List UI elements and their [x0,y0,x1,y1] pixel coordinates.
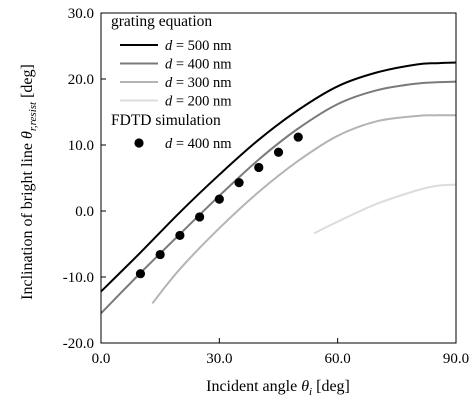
series-layer [100,61,457,315]
legend-marker-swatch [134,138,144,148]
legend-scatter-entry: d = 400 nm [134,136,232,152]
y-tick-label: 30.0 [68,6,94,22]
series-line-d-400nm [100,80,457,315]
fdtd-data-point [234,178,244,188]
legend-group-title-grating: grating equation [111,13,212,30]
series-line-d-200nm [313,183,457,235]
legend-line-label: d = 300 nm [165,75,232,91]
fdtd-data-point [155,249,165,260]
y-tick-label: 10.0 [68,138,94,154]
x-tick-label: 90.0 [443,351,469,367]
x-tick-label: 30.0 [206,351,232,367]
y-axis-title: Inclination of bright line θr,resist [de… [19,64,39,300]
fdtd-data-point [135,269,146,279]
series-line-d-300nm [151,114,457,305]
legend-line-entries: d = 500 nm d = 400 nm d = 300 nm d = 200 nm [120,38,232,110]
y-tick-label: -10.0 [63,270,94,286]
fdtd-data-point [293,132,303,142]
fdtd-data-point [195,212,205,222]
y-tick-label: 0.0 [75,204,94,220]
y-axis-ticks: -20.0 -10.0 0.0 10.0 20.0 30.0 [63,6,106,352]
x-tick-label: 60.0 [325,351,351,367]
fdtd-data-point [175,230,185,241]
x-axis-title: Incident angle θi [deg] [206,378,350,398]
fdtd-data-point [254,162,264,173]
legend-group-title-fdtd: FDTD simulation [111,112,221,129]
legend-line-label: d = 500 nm [165,38,232,54]
legend-line-label: d = 400 nm [165,57,232,73]
plot-frame [100,12,457,344]
series-line-d-500nm [100,61,457,293]
y-tick-label: 20.0 [68,72,94,88]
x-axis-ticks: 0.0 30.0 60.0 90.0 [92,338,469,367]
fdtd-data-point [273,147,284,157]
y-tick-label: -20.0 [63,336,94,352]
legend-marker-label: d = 400 nm [165,136,232,152]
x-tick-label: 0.0 [92,351,111,367]
fdtd-data-point [214,194,224,204]
legend: grating equation d = 500 nmd = 400 nmd =… [111,13,232,152]
legend-line-label: d = 200 nm [165,94,232,110]
